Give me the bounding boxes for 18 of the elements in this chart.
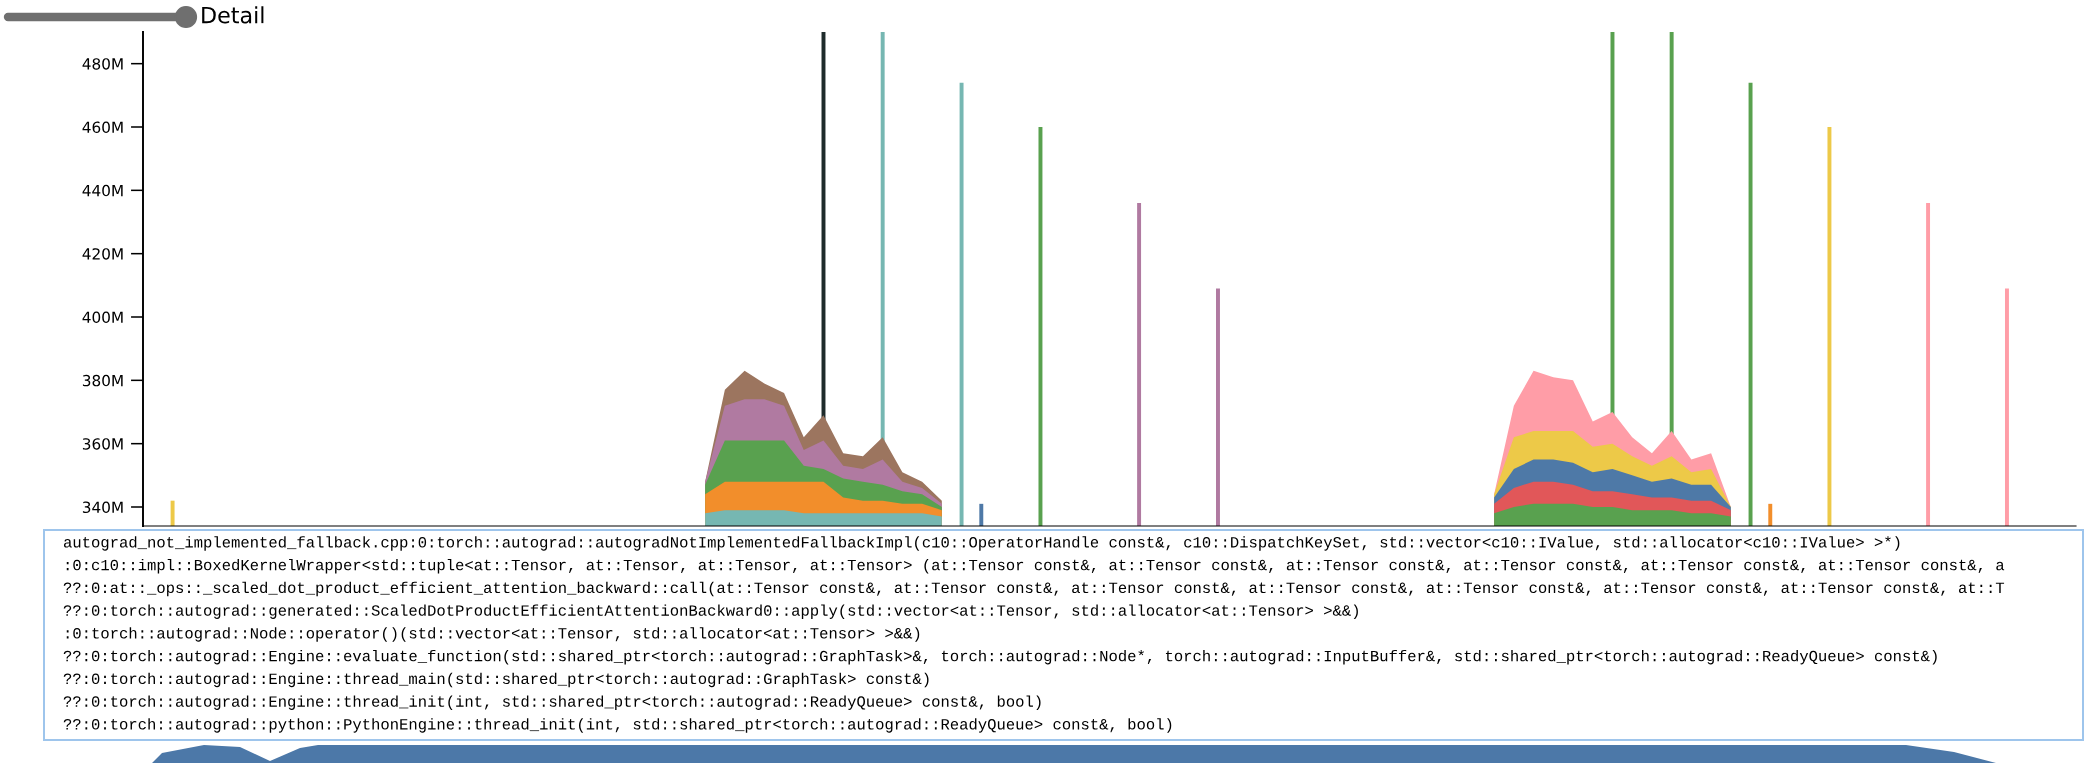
text: Detail (202, 6, 264, 24)
y-tick-label: 480M (82, 58, 123, 70)
y-tick-label: 400M (82, 311, 123, 324)
y-tick-label: 380M (82, 374, 123, 387)
text: ??:0:torch::autograd::Engine::evaluate_function(std::shared_ptr<torch::autograd::GraphTask>&, torch::autograd::Node*, torch::autograd::InputBuffer&, std::shared_ptr<torch::autograd::ReadyQueue> const&) (63, 649, 1937, 665)
y-tick-label: 460M (82, 121, 123, 134)
text: ??:0:at::_ops::_scaled_dot_product_efficient_attention_backward::call(at::Tensor const&, at::Tensor const&, at::Tensor const&, at::Tensor const&, at::Tensor const&, at::Tensor const&, at::Tensor const&, at::T (63, 581, 2005, 597)
text: :0:c10::impl::BoxedKernelWrapper<std::tuple<at::Tensor, at::Tensor, at::Tensor, at::Tensor> (at::Tensor const&, at::Tensor const&, at::Tensor const&, at::Tensor const&, at::Tensor const&, at::Tensor const&, a (66, 558, 2005, 574)
text: ??:0:torch::autograd::python::PythonEngine::thread_init(int, std::shared_ptr<torch::autograd::ReadyQueue> const&, bool) (63, 718, 1172, 733)
y-tick-label: 420M (82, 248, 123, 260)
text: ??:0:torch::autograd::Engine::thread_main(std::shared_ptr<torch::autograd::GraphTask> const&) (63, 672, 929, 688)
y-tick-label: 360M (82, 438, 123, 450)
y-tick-label: 340M (82, 501, 123, 514)
text: ??:0:torch::autograd::generated::ScaledDotProductEfficientAttentionBackward0::apply(std::vector<at::Tensor, std::allocator<at::Tensor> >&&) (63, 604, 1358, 619)
text: :0:torch::autograd::Node::operator()(std::vector<at::Tensor, std::allocator<at::Tensor> >&&) (66, 627, 920, 642)
y-tick-label: 440M (82, 184, 123, 197)
text: autograd_not_implemented_fallback.cpp:0:torch::autograd::autogradNotImplementedFallbackImpl(c10::OperatorHandle const&, c10::DispatchKeySet, std::vector<c10::IValue, std::allocator<c10::IValue> >*) (63, 536, 1900, 551)
text: ??:0:torch::autograd::Engine::thread_init(int, std::shared_ptr<torch::autograd::ReadyQueue> const&, bool) (63, 695, 1041, 710)
